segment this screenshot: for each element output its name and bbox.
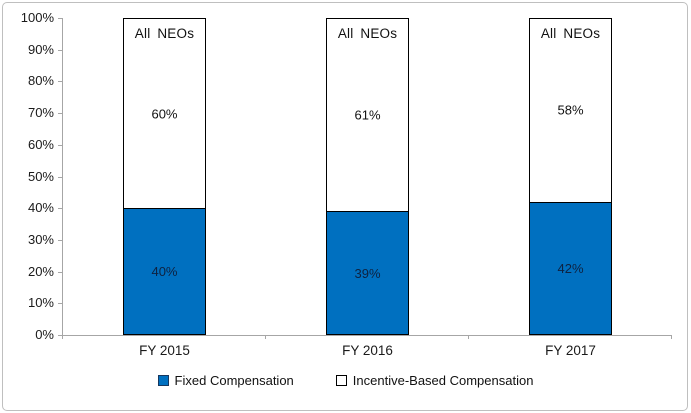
legend-label: Incentive-Based Compensation: [352, 373, 534, 388]
bar-annotation: All NEOs: [540, 26, 601, 41]
x-axis-tick-mark: [264, 335, 266, 339]
y-axis-tick-label: 100%: [20, 10, 54, 25]
y-axis-tick-label: 80%: [27, 73, 54, 89]
y-axis-tick-label: 40%: [27, 200, 54, 216]
y-axis-tick-mark: [58, 208, 63, 210]
y-axis-tick-label: 90%: [27, 41, 54, 57]
y-axis-tick-label: 0%: [35, 327, 54, 342]
legend-label: Fixed Compensation: [174, 373, 294, 388]
plot-area: 0% 10% 20% 30% 40% 50% 60% 70% 80% 90% 100% All NEO…: [21, 11, 672, 358]
y-axis-tick-mark: [58, 176, 63, 178]
y-axis-tick-mark: [58, 271, 63, 273]
y-axis-tick-mark: [58, 303, 63, 305]
bar-fy-2017: All NEOs 58% 42%: [529, 18, 612, 335]
y-axis-tick-mark: [58, 49, 63, 51]
fixed-segment-label: 42%: [557, 260, 584, 276]
x-axis-category-label: FY 2015: [139, 343, 190, 358]
incentive-segment-label: 61%: [354, 107, 381, 123]
y-axis-tick-label: 60%: [27, 136, 54, 152]
y-axis-tick-mark: [58, 113, 63, 115]
x-axis-tick-mark: [467, 335, 469, 339]
fixed-segment-label: 40%: [151, 264, 178, 279]
incentive-segment-label: 60%: [151, 106, 178, 121]
y-axis-tick-label: 20%: [27, 263, 54, 279]
x-axis-tick-mark: [671, 335, 672, 339]
y-axis-tick-label: 10%: [27, 295, 54, 311]
y-axis-tick-mark: [58, 81, 63, 83]
incentive-segment-label: 58%: [557, 102, 584, 118]
fixed-segment: 40%: [123, 208, 205, 334]
legend-swatch: [157, 375, 169, 386]
y-axis-tick-mark: [58, 144, 63, 146]
y-axis-tick-label: 30%: [27, 231, 54, 247]
legend-item: Incentive-Based Compensation: [335, 373, 534, 388]
fixed-segment: 42%: [530, 201, 611, 334]
y-axis-tick-mark: [58, 18, 63, 19]
y-axis-tick-mark: [58, 335, 63, 336]
bar-annotation: All NEOs: [337, 26, 398, 41]
legend-item: Fixed Compensation: [157, 373, 294, 388]
y-axis-tick-label: 70%: [27, 105, 54, 121]
x-axis-tick-mark: [62, 335, 63, 339]
bar-annotation: All NEOs: [134, 26, 195, 41]
y-axis-tick-label: 50%: [27, 168, 54, 184]
y-axis-tick-mark: [58, 239, 63, 241]
legend: Fixed Compensation Incentive-Based Compen…: [0, 373, 691, 388]
bar-fy-2015: All NEOs 60% 40%: [122, 18, 206, 335]
x-axis-category-label: FY 2017: [545, 343, 596, 358]
fixed-segment: 39%: [327, 211, 408, 334]
fixed-segment-label: 39%: [354, 265, 381, 281]
x-axis-category-label: FY 2016: [342, 343, 393, 358]
legend-swatch: [335, 375, 347, 386]
bar-fy-2016: All NEOs 61% 39%: [326, 18, 409, 335]
